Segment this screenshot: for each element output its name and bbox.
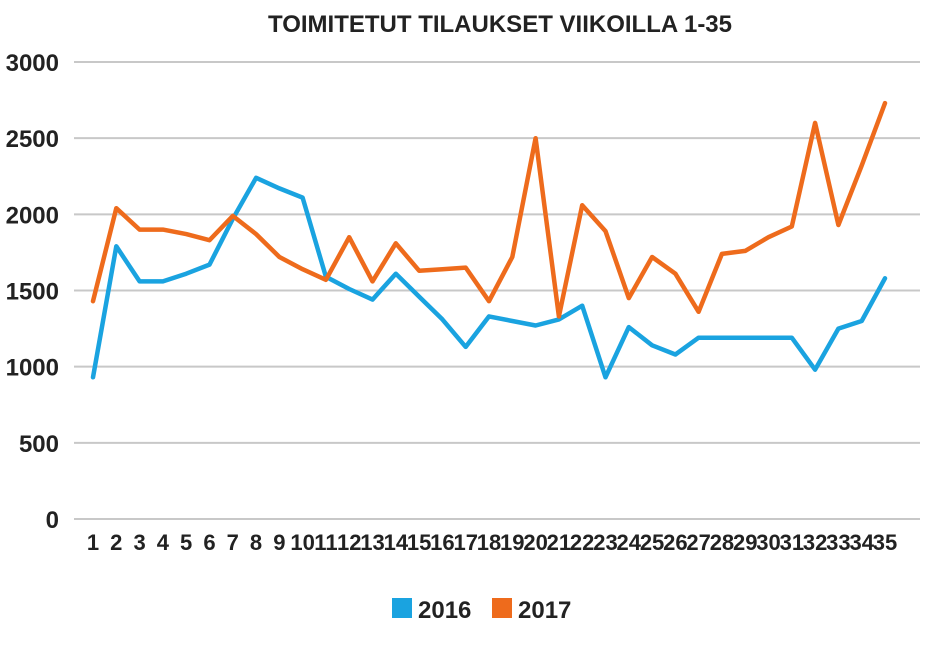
y-tick-label: 1000 <box>6 355 59 382</box>
y-tick-label: 2500 <box>6 126 59 153</box>
legend-swatch-2017 <box>492 598 512 618</box>
chart-title: TOIMITETUT TILAUKSET VIIKOILLA 1-35 <box>268 11 732 38</box>
x-tick-label: 22 <box>570 530 594 555</box>
x-tick-label: 9 <box>273 530 285 555</box>
x-tick-label: 20 <box>523 530 547 555</box>
x-tick-label: 10 <box>290 530 314 555</box>
x-tick-label: 12 <box>337 530 361 555</box>
x-tick-label: 21 <box>547 530 571 555</box>
x-tick-label: 2 <box>110 530 122 555</box>
y-axis-ticks: 0 500 1000 1500 2000 2500 3000 <box>6 50 59 534</box>
series-lines <box>90 100 888 380</box>
x-tick-label: 5 <box>180 530 192 555</box>
y-tick-label: 1500 <box>6 279 59 306</box>
x-tick-label: 15 <box>407 530 431 555</box>
x-tick-label: 19 <box>500 530 524 555</box>
series-line-2017 <box>90 100 888 319</box>
legend-label-2017: 2017 <box>518 597 571 624</box>
x-tick-label: 7 <box>227 530 239 555</box>
y-tick-label: 500 <box>19 431 59 458</box>
x-tick-label: 16 <box>430 530 454 555</box>
x-tick-label: 31 <box>780 530 804 555</box>
x-tick-label: 11 <box>314 530 337 555</box>
x-axis-ticks: 1 2 3 4 5 6 7 8 9 10 11 121314151617181920212223242… <box>87 530 897 555</box>
x-tick-label: 35 <box>873 530 897 555</box>
gridlines <box>74 61 920 520</box>
legend-label-2016: 2016 <box>418 597 471 624</box>
x-tick-label: 8 <box>250 530 262 555</box>
legend: 2016 2017 <box>392 597 571 624</box>
x-tick-label: 34 <box>849 530 874 555</box>
y-tick-label: 3000 <box>6 50 59 77</box>
x-tick-label: 23 <box>593 530 617 555</box>
series-line-2016 <box>90 175 888 380</box>
x-tick-label: 28 <box>710 530 734 555</box>
x-tick-label: 26 <box>663 530 687 555</box>
x-tick-label: 4 <box>157 530 170 555</box>
x-tick-label: 3 <box>133 530 145 555</box>
x-tick-label: 18 <box>477 530 501 555</box>
y-tick-label: 0 <box>46 507 59 534</box>
x-tick-label: 29 <box>733 530 757 555</box>
x-tick-label: 6 <box>203 530 215 555</box>
x-tick-label: 14 <box>384 530 409 555</box>
y-tick-label: 2000 <box>6 202 59 229</box>
legend-swatch-2016 <box>392 598 412 618</box>
x-tick-label: 33 <box>826 530 850 555</box>
x-tick-label: 17 <box>453 530 477 555</box>
x-tick-label: 27 <box>686 530 710 555</box>
x-tick-label: 1 <box>87 530 99 555</box>
x-tick-label: 13 <box>360 530 384 555</box>
x-tick-label: 24 <box>617 530 642 555</box>
x-tick-label: 25 <box>640 530 664 555</box>
x-tick-label: 32 <box>803 530 827 555</box>
x-tick-label: 30 <box>756 530 780 555</box>
